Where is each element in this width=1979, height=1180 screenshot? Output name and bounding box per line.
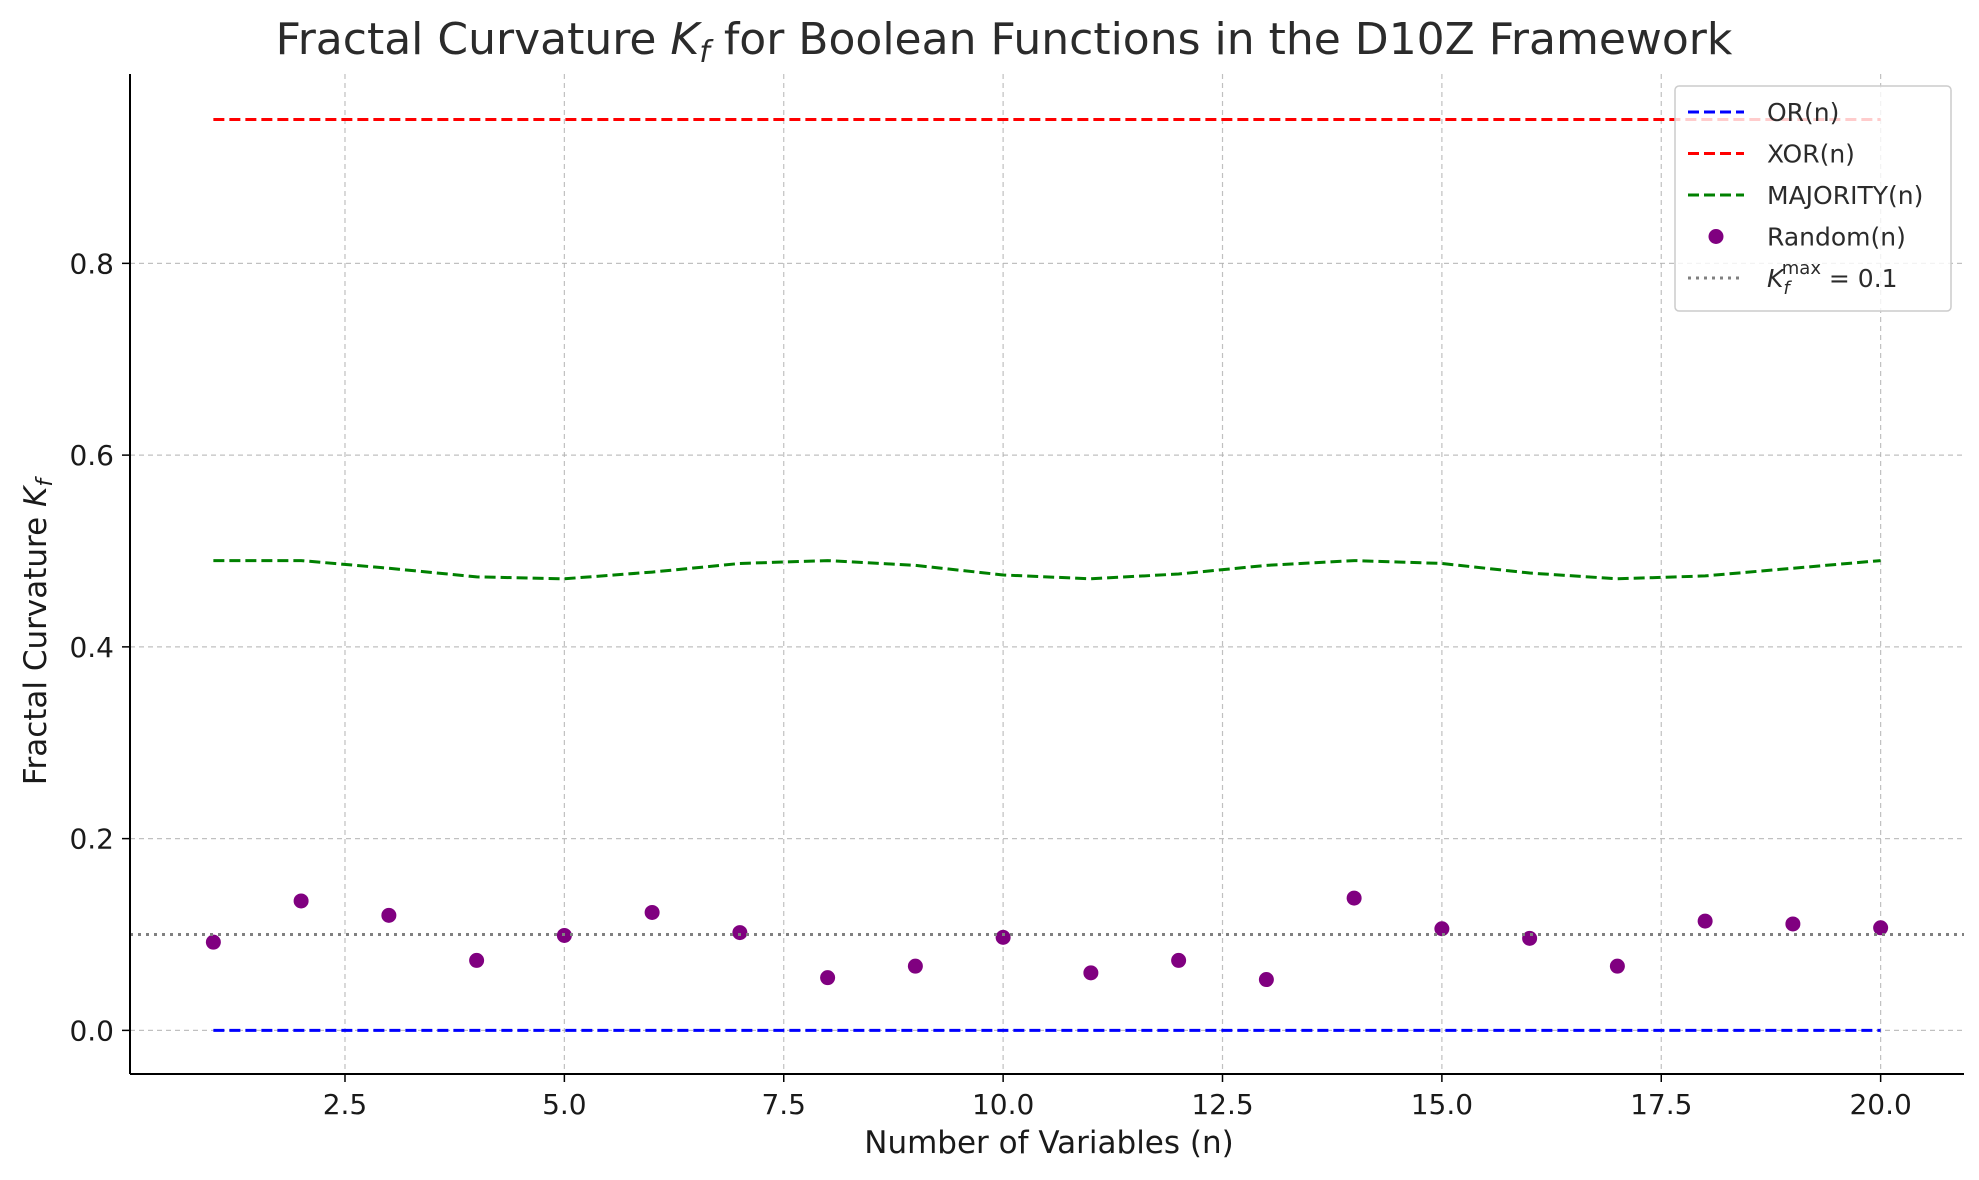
point-random-n — [381, 907, 397, 923]
x-tick-label: 5.0 — [542, 1088, 587, 1121]
x-tick-label: 10.0 — [972, 1088, 1034, 1121]
x-axis-label: Number of Variables (n) — [864, 1125, 1233, 1161]
y-tick-label: 0.4 — [69, 631, 114, 664]
point-random-n — [644, 904, 660, 920]
point-random-n — [820, 970, 836, 986]
legend-entries: OR(n) XOR(n) MAJORITY(n) Random(n) Kfmax = 0… — [1688, 98, 1923, 299]
y-tick-label: 0.6 — [69, 439, 114, 472]
point-random-n — [907, 958, 923, 974]
point-random-n — [1522, 930, 1538, 946]
x-tick-label: 15.0 — [1411, 1088, 1473, 1121]
legend-entry: XOR(n) — [1688, 140, 1855, 169]
point-random-n — [1609, 958, 1625, 974]
point-random-n — [293, 893, 309, 909]
axes — [129, 74, 1964, 1075]
point-random-n — [1697, 913, 1713, 929]
legend-label: MAJORITY(n) — [1767, 181, 1923, 210]
legend-entry: Kfmax = 0.1 — [1688, 258, 1898, 299]
y-axis-label: Fractal Curvature Kf — [18, 476, 58, 786]
legend-box — [1674, 85, 1952, 312]
y-tick-label: 0.0 — [69, 1014, 114, 1047]
legend-entry: OR(n) — [1688, 98, 1839, 127]
x-tick-label: 12.5 — [1191, 1088, 1253, 1121]
point-random-n — [205, 934, 221, 950]
point-random-n — [1171, 952, 1187, 968]
legend: OR(n) XOR(n) MAJORITY(n) Random(n) Kfmax = 0… — [1674, 85, 1952, 312]
legend-label: Random(n) — [1767, 223, 1906, 252]
y-tick-label: 0.8 — [69, 247, 114, 280]
point-random-n — [1785, 916, 1801, 932]
point-random-n — [995, 929, 1011, 945]
chart-title: Fractal Curvature Kf for Boolean Functio… — [276, 14, 1733, 70]
point-random-n — [1873, 920, 1889, 936]
x-tick-label: 20.0 — [1849, 1088, 1911, 1121]
y-tick-label: 0.2 — [69, 823, 114, 856]
legend-entry: MAJORITY(n) — [1688, 181, 1923, 210]
legend-entry: Random(n) — [1708, 223, 1906, 252]
point-random-n — [1346, 890, 1362, 906]
x-tick-label: 2.5 — [323, 1088, 368, 1121]
series-line-majority-n — [213, 559, 1881, 581]
legend-marker — [1708, 229, 1724, 244]
legend-label: OR(n) — [1767, 98, 1839, 127]
series-layer — [130, 118, 1964, 1032]
x-tick-label: 7.5 — [761, 1088, 806, 1121]
point-random-n — [1258, 972, 1274, 988]
point-random-n — [1083, 965, 1099, 981]
point-random-n — [1434, 921, 1450, 937]
ticks: 2.5 5.0 7.5 10.0 12.5 15.0 17.5 20.0 0.0 0.2 0.4 0.… — [69, 247, 1911, 1121]
point-random-n — [732, 925, 748, 941]
legend-label: Kfmax = 0.1 — [1767, 258, 1898, 299]
legend-label: XOR(n) — [1767, 140, 1855, 169]
x-tick-label: 17.5 — [1630, 1088, 1692, 1121]
point-random-n — [469, 952, 485, 968]
